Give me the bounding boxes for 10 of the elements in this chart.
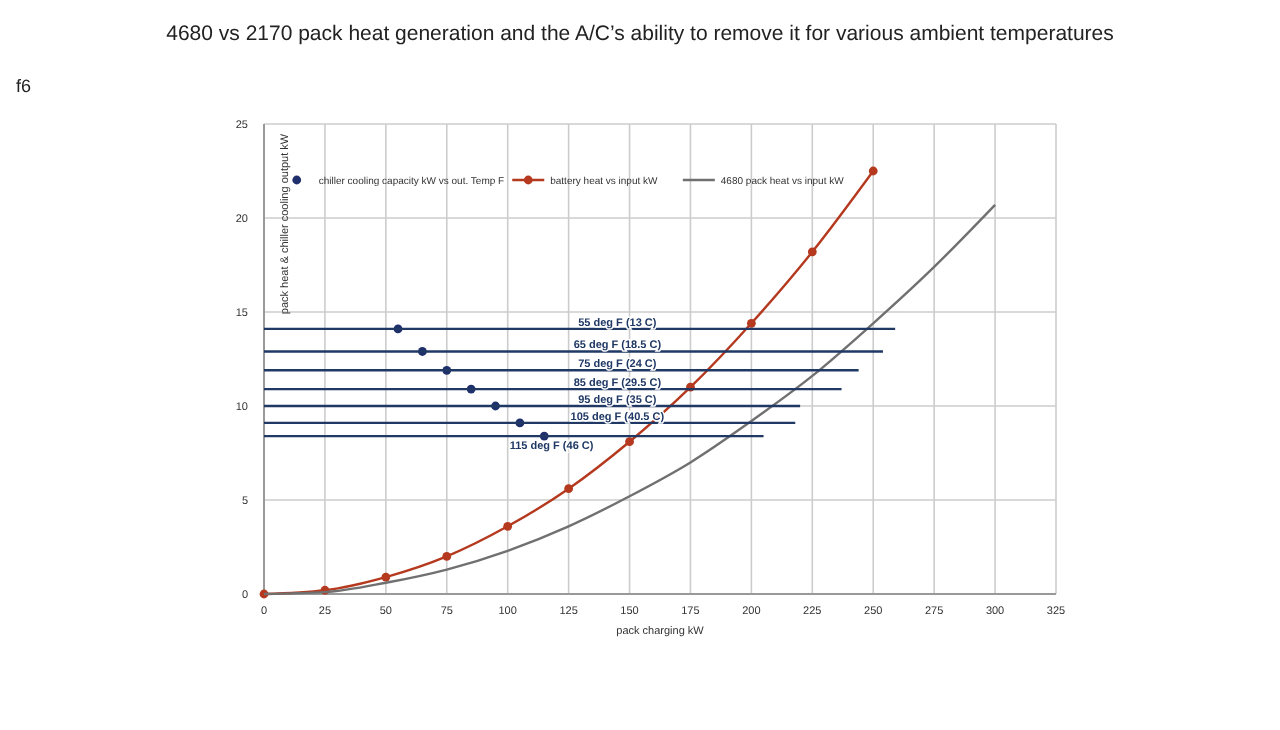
text: f6 [16,76,32,96]
point [807,247,817,257]
point [625,437,634,447]
chart-title: 4680 vs 2170 pack heat generation and the A/C’s ability to remove it for various ambient temperatures [166,22,1114,46]
point [564,484,574,494]
point [442,552,452,561]
point [381,572,391,582]
point [503,521,513,531]
point [868,166,878,176]
point [746,318,756,328]
